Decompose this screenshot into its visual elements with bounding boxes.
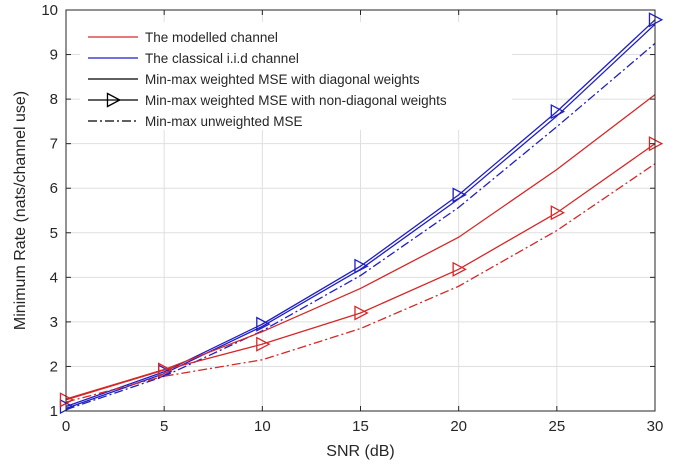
legend-label: Min-max unweighted MSE	[145, 114, 303, 129]
y-tick-label: 6	[50, 180, 58, 197]
y-tick-label: 5	[50, 225, 58, 242]
y-tick-label: 9	[50, 47, 58, 64]
data-point-iid-non-diagonal	[648, 12, 664, 28]
y-tick-label: 8	[50, 91, 58, 108]
data-point-modelled-non-diagonal	[648, 136, 664, 152]
y-tick-label: 10	[41, 2, 58, 19]
y-tick-label: 3	[50, 314, 58, 331]
series-line-iid-unweighted	[65, 42, 656, 411]
series-line-modelled-non-diagonal	[65, 143, 656, 401]
x-tick-label: 0	[62, 418, 70, 435]
x-tick-label: 10	[254, 418, 271, 435]
y-axis-title: Minimum Rate (nats/channel use)	[12, 91, 29, 330]
x-tick-label: 5	[160, 418, 168, 435]
data-point-modelled-non-diagonal	[256, 336, 271, 352]
series-line-modelled-unweighted	[65, 163, 656, 403]
data-point-modelled-non-diagonal	[157, 362, 173, 378]
legend-marker	[106, 92, 122, 108]
series-line-iid-non-diagonal	[65, 19, 656, 408]
y-tick-label: 4	[50, 269, 58, 286]
legend-label: Min-max weighted MSE with diagonal weigh…	[145, 72, 420, 87]
y-tick-label: 2	[50, 358, 58, 375]
data-point-modelled-non-diagonal	[59, 392, 75, 408]
data-point-iid-non-diagonal	[256, 316, 271, 332]
data-point-modelled-non-diagonal	[452, 261, 467, 277]
x-axis-title: SNR (dB)	[326, 443, 394, 460]
legend-label: Min-max weighted MSE with non-diagonal w…	[145, 93, 447, 108]
y-tick-label: 1	[50, 403, 58, 420]
x-tick-label: 30	[647, 418, 664, 435]
legend-label: The modelled channel	[145, 30, 278, 45]
series-group	[59, 12, 664, 415]
x-tick-label: 20	[450, 418, 467, 435]
axes: 0 5 10 15 20 25 30 1 2 3 4 5 6 7 8 9 10	[41, 2, 663, 435]
data-point-modelled-non-diagonal	[354, 305, 369, 321]
y-tick-label: 7	[50, 136, 58, 153]
legend-label: The classical i.i.d channel	[145, 51, 299, 66]
x-tick-label: 25	[548, 418, 565, 435]
legend-box	[80, 22, 512, 130]
data-point-modelled-non-diagonal	[550, 205, 566, 221]
x-tick-label: 15	[352, 418, 369, 435]
legend: The modelled channel The classical i.i.d …	[80, 22, 512, 130]
